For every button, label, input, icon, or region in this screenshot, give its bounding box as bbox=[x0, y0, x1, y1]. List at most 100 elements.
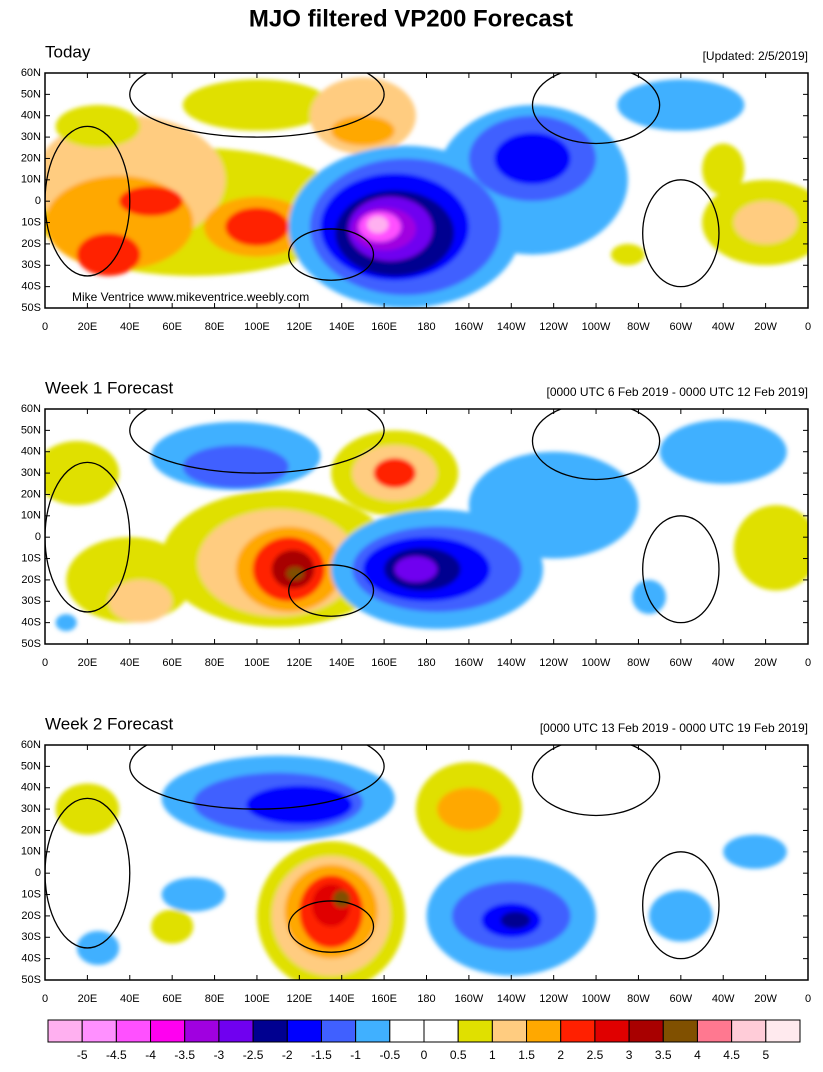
colorbar-label: 2 bbox=[557, 1048, 564, 1062]
lon-label: 60W bbox=[670, 321, 693, 333]
contour-region bbox=[333, 890, 351, 908]
colorbar-label: 4.5 bbox=[723, 1048, 740, 1062]
lon-label: 0 bbox=[42, 321, 48, 333]
coastline bbox=[129, 745, 385, 810]
colorbar-label: -1 bbox=[350, 1048, 361, 1062]
lon-label: 160E bbox=[371, 321, 397, 333]
contour-region bbox=[45, 441, 120, 506]
coastline bbox=[288, 900, 375, 953]
lon-label: 100E bbox=[244, 993, 270, 1005]
lat-label: 20N bbox=[21, 152, 41, 164]
lon-label: 20E bbox=[78, 993, 98, 1005]
contour-region bbox=[367, 216, 389, 234]
lon-label: 160E bbox=[371, 993, 397, 1005]
colorbar-label: -2 bbox=[282, 1048, 293, 1062]
lat-label: 50S bbox=[21, 638, 41, 650]
lon-label: 100E bbox=[244, 321, 270, 333]
panel-date: [0000 UTC 6 Feb 2019 - 0000 UTC 12 Feb 2… bbox=[547, 385, 809, 399]
coastline bbox=[642, 515, 720, 624]
colorbar-label: -1.5 bbox=[311, 1048, 332, 1062]
lat-label: 10S bbox=[21, 216, 41, 228]
lon-label: 100W bbox=[582, 657, 611, 669]
colorbar-box bbox=[560, 1019, 596, 1043]
lon-label: 40W bbox=[712, 657, 735, 669]
colorbar-label: 5 bbox=[762, 1048, 769, 1062]
colorbar-label: 2.5 bbox=[587, 1048, 604, 1062]
lon-label: 20E bbox=[78, 657, 98, 669]
colorbar-box bbox=[252, 1019, 288, 1043]
contour-shades bbox=[55, 755, 787, 980]
colorbar-label: 1 bbox=[489, 1048, 496, 1062]
lat-label: 60N bbox=[21, 739, 41, 751]
colorbar-box bbox=[491, 1019, 528, 1043]
lon-label: 0 bbox=[805, 657, 811, 669]
lon-label: 60E bbox=[162, 321, 182, 333]
colorbar-box bbox=[218, 1019, 254, 1043]
colorbar-box bbox=[81, 1019, 117, 1043]
lon-label: 180 bbox=[417, 657, 435, 669]
colorbar-box bbox=[355, 1019, 391, 1043]
lat-label: 50N bbox=[21, 760, 41, 772]
coastline bbox=[45, 125, 131, 277]
contour-region bbox=[659, 419, 787, 484]
contour-region bbox=[494, 132, 571, 185]
lat-label: 30S bbox=[21, 595, 41, 607]
lat-label: 30S bbox=[21, 931, 41, 943]
colorbar-box bbox=[628, 1019, 664, 1043]
map-background bbox=[45, 745, 808, 980]
contour-field bbox=[45, 409, 808, 644]
lon-label: 0 bbox=[42, 657, 48, 669]
lat-label: 40S bbox=[21, 953, 41, 965]
contour-region bbox=[150, 909, 194, 944]
lon-label: 180 bbox=[417, 321, 435, 333]
lon-label: 0 bbox=[805, 993, 811, 1005]
colorbar-box bbox=[184, 1019, 220, 1043]
colorbar-label: -0.5 bbox=[379, 1048, 400, 1062]
colorbar-label: 3 bbox=[626, 1048, 633, 1062]
lon-label: 140E bbox=[329, 657, 355, 669]
contour-region bbox=[373, 458, 416, 489]
lon-label: 60W bbox=[670, 993, 693, 1005]
contour-region bbox=[182, 79, 332, 131]
lat-label: 10S bbox=[21, 888, 41, 900]
lat-label: 30N bbox=[21, 131, 41, 143]
colorbar-label: -4 bbox=[145, 1048, 156, 1062]
contour-region bbox=[246, 785, 353, 825]
lat-label: 20S bbox=[21, 574, 41, 586]
lon-label: 160W bbox=[455, 321, 484, 333]
contour-region bbox=[617, 79, 745, 131]
lat-label: 0 bbox=[35, 195, 41, 207]
lon-label: 120E bbox=[286, 657, 312, 669]
lon-label: 40E bbox=[120, 993, 140, 1005]
lon-label: 120W bbox=[539, 657, 568, 669]
lon-label: 80W bbox=[627, 321, 650, 333]
lon-label: 60E bbox=[162, 657, 182, 669]
lon-label: 60E bbox=[162, 993, 182, 1005]
contour-region bbox=[733, 505, 808, 591]
colorbar-label: -2.5 bbox=[243, 1048, 264, 1062]
lon-label: 100W bbox=[582, 321, 611, 333]
lon-label: 140W bbox=[497, 993, 526, 1005]
lat-label: 20S bbox=[21, 238, 41, 250]
lon-label: 100E bbox=[244, 657, 270, 669]
contour-field bbox=[45, 745, 808, 980]
lat-label: 30S bbox=[21, 259, 41, 271]
colorbar-box bbox=[594, 1019, 630, 1043]
lon-label: 160W bbox=[455, 993, 484, 1005]
contour-shades bbox=[45, 419, 808, 632]
panel-title: Week 1 Forecast bbox=[45, 378, 173, 397]
colorbar-box bbox=[389, 1019, 425, 1043]
colorbar-box bbox=[286, 1019, 322, 1043]
lat-label: 0 bbox=[35, 531, 41, 543]
colorbar-label: 1.5 bbox=[518, 1048, 535, 1062]
coastline bbox=[531, 409, 661, 481]
panel-date: [0000 UTC 13 Feb 2019 - 0000 UTC 19 Feb … bbox=[540, 721, 808, 735]
lat-label: 50N bbox=[21, 424, 41, 436]
contour-region bbox=[76, 233, 141, 276]
coastline bbox=[129, 73, 385, 138]
colorbar-box bbox=[457, 1019, 493, 1043]
lon-label: 120W bbox=[539, 321, 568, 333]
contour-region bbox=[331, 115, 395, 146]
colorbar-box bbox=[526, 1019, 562, 1043]
